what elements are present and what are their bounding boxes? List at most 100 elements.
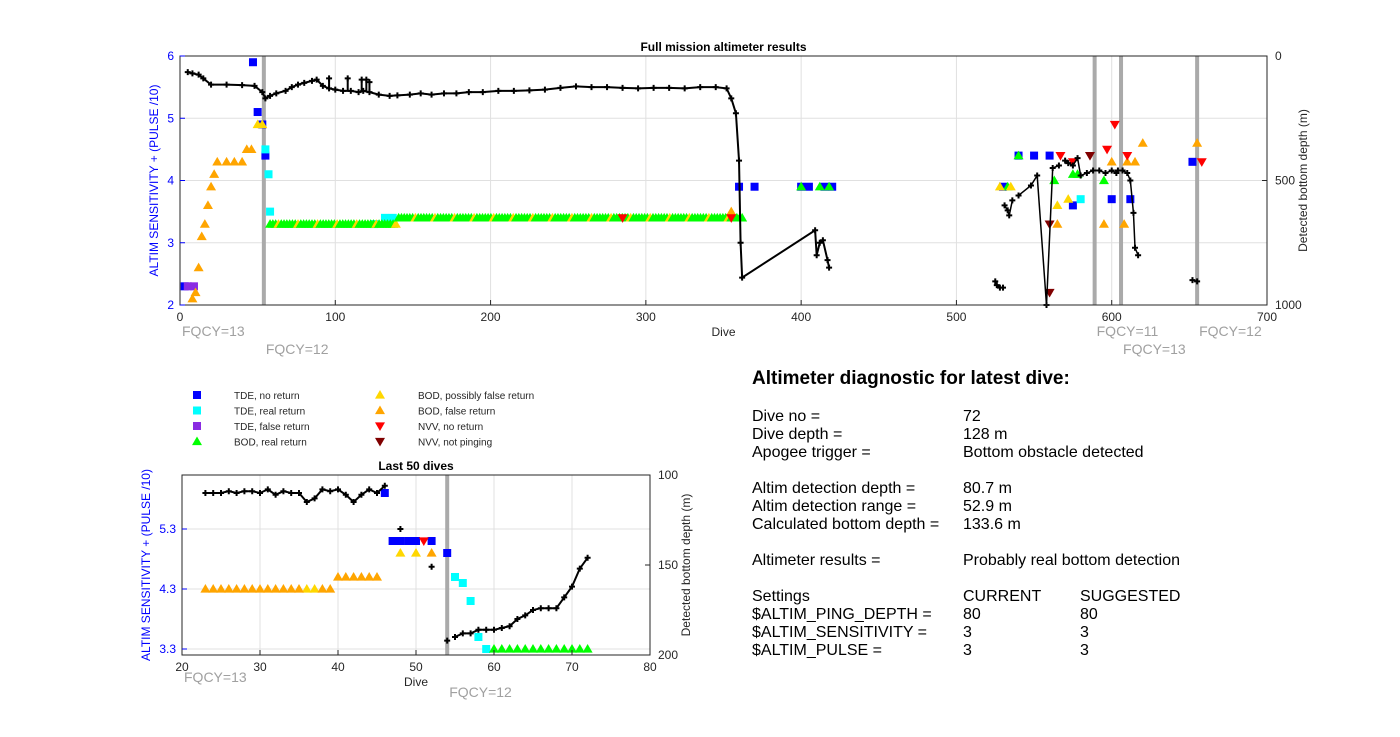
det-range-label: Altim detection range = (752, 498, 917, 515)
bod_possibly_false_return-marker (1063, 194, 1074, 203)
apogee-row: Apogee trigger = Bottom obstacle detected (752, 444, 1382, 462)
nvv_no_return-marker (726, 214, 737, 223)
depth-point (506, 623, 513, 630)
bod_real_return-marker (535, 644, 546, 653)
depth-point (184, 69, 191, 76)
depth-point (1077, 172, 1084, 179)
bod_possibly_false_return-marker (375, 390, 385, 399)
depth-point (296, 490, 302, 496)
depth-point (1102, 170, 1109, 177)
y2-tick-label: 500 (1275, 174, 1295, 188)
tde_real_return-marker (264, 170, 273, 179)
depth-point (1096, 167, 1103, 174)
bod_false_return-marker (1052, 219, 1063, 228)
setting-current: 3 (963, 624, 972, 641)
legend-label: TDE, no return (234, 391, 300, 402)
bod_false_return-marker (231, 584, 242, 593)
depth-point (344, 75, 351, 82)
depth-point (363, 76, 370, 83)
depth-point (604, 84, 611, 91)
tde_no_return-marker (388, 537, 397, 545)
depth-point (697, 84, 704, 91)
depth-point (826, 264, 833, 271)
bod_false_return-marker (1098, 219, 1109, 228)
depth-point (428, 91, 435, 98)
setting-suggested: 80 (1080, 606, 1098, 623)
y2-tick-label: 100 (658, 468, 678, 482)
tde_no_return-marker (412, 537, 420, 545)
nvv_no_return-marker (375, 422, 385, 431)
bod_real_return-marker (543, 644, 554, 653)
nvv_no_return-marker (1102, 145, 1113, 155)
bod_false_return-marker (294, 584, 304, 593)
tde_no_return-marker (261, 151, 270, 160)
bod_false_return-marker (317, 584, 328, 593)
diagnostic-title: Altimeter diagnostic for latest dive: (752, 368, 1070, 389)
depth-point (483, 626, 490, 633)
depth-point (347, 87, 354, 94)
bod_false_return-marker (1106, 156, 1117, 166)
tde_no_return-marker (1188, 157, 1197, 166)
fqcy-label: FQCY=13 (184, 669, 247, 685)
bod_possibly_false_return-marker (395, 548, 406, 557)
bod_possibly_false_return-marker (301, 584, 312, 593)
tde_real_return-marker (193, 406, 201, 415)
depth-point (588, 84, 595, 91)
bod_false_return-marker (255, 584, 265, 593)
depth-point (812, 227, 819, 234)
depth-point (666, 84, 673, 91)
full-mission-y-label: ALTIM SENSITIVITY + (PULSE /10) (147, 85, 161, 277)
depth-point (208, 81, 215, 88)
tde_no_return-marker (750, 182, 759, 191)
x-tick-label: 400 (791, 310, 811, 324)
depth-point (728, 95, 735, 102)
depth-point (479, 89, 486, 96)
setting-row: $ALTIM_PULSE = 3 3 (752, 642, 1382, 660)
depth-point (1000, 284, 1007, 291)
tde_no_return-marker (380, 489, 389, 497)
suggested-label: SUGGESTED (1080, 588, 1181, 605)
depth-point (200, 75, 207, 82)
dive-no-value: 72 (963, 408, 981, 425)
depth-point (355, 89, 362, 96)
bod_real_return-marker (520, 644, 531, 653)
x-tick-label: 500 (946, 310, 966, 324)
y-tick-label: 3 (167, 236, 174, 250)
x-tick-label: 70 (565, 660, 579, 674)
depth-point (303, 499, 310, 505)
x-tick-label: 100 (325, 310, 345, 324)
apogee-value: Bottom obstacle detected (963, 444, 1144, 461)
tde_false_return-marker (193, 422, 201, 430)
depth-point (259, 89, 266, 96)
bod_false_return-marker (262, 584, 273, 593)
depth-point (313, 76, 320, 83)
bod_real_return-marker (489, 644, 499, 653)
x-tick-label: 80 (643, 660, 657, 674)
depth-point (732, 110, 739, 117)
depth-point (1004, 207, 1011, 214)
bod_false_return-marker (247, 584, 258, 593)
bod_false_return-marker (196, 231, 207, 241)
depth-point (1090, 167, 1097, 174)
tde_no_return-marker (804, 182, 813, 191)
bod_real_return-marker (496, 644, 507, 653)
depth-point (635, 85, 642, 92)
bod_false_return-marker (340, 572, 351, 581)
tde_no_return-marker (248, 58, 257, 67)
depth-point (737, 239, 744, 246)
depth-point (1001, 202, 1008, 209)
depth-point (366, 486, 373, 493)
depth-point (526, 87, 533, 94)
depth-point (712, 84, 719, 91)
bod_false_return-marker (212, 156, 223, 166)
last-50-x-label: Dive (404, 675, 428, 689)
bod_real_return-marker (567, 644, 577, 653)
depth-point (584, 554, 591, 561)
y2-tick-label: 0 (1275, 49, 1282, 63)
depth-point (992, 278, 999, 285)
fqcy-label: FQCY=11 (1097, 323, 1159, 339)
depth-point (350, 499, 357, 505)
bod_false_return-marker (221, 156, 232, 166)
bod_false_return-marker (229, 156, 240, 166)
depth-point (319, 82, 326, 89)
